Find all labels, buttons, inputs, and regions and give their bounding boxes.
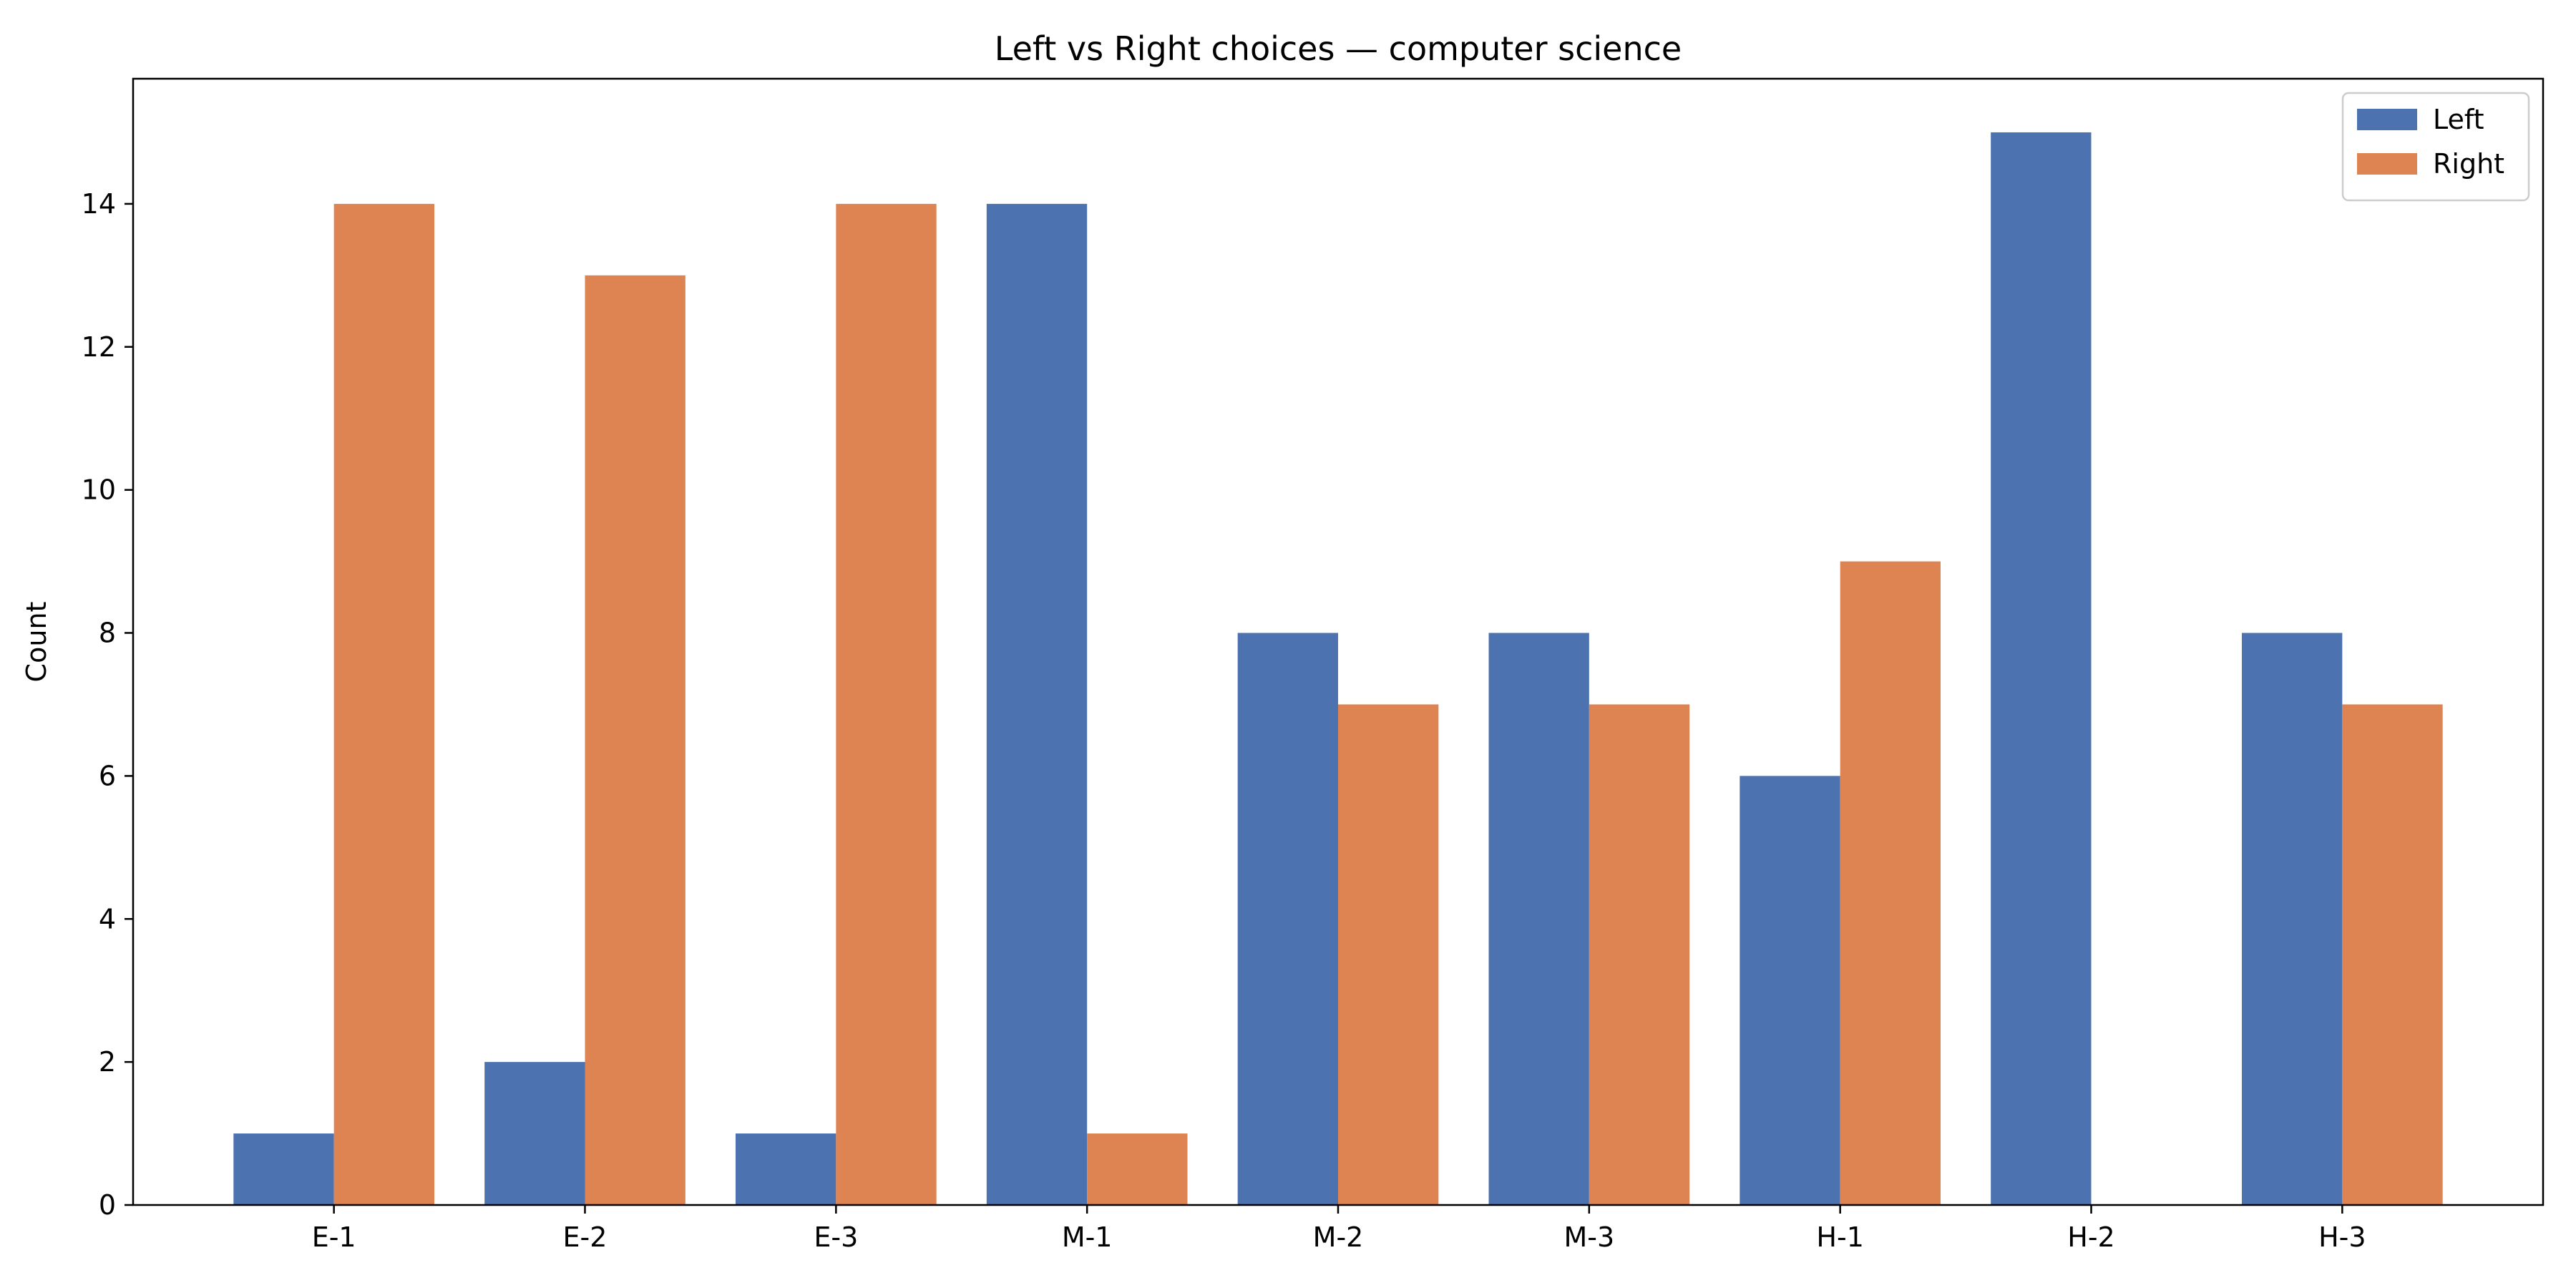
x-tick-label: H-1: [1816, 1221, 1863, 1253]
x-tick-label: H-2: [2067, 1221, 2114, 1253]
y-tick-label: 8: [99, 618, 116, 649]
bar-left-h-1: [1740, 776, 1840, 1205]
bar-left-h-3: [2242, 633, 2343, 1205]
x-tick-label: E-2: [563, 1221, 608, 1253]
bar-left-h-2: [1991, 132, 2092, 1205]
legend-swatch-right: [2357, 153, 2417, 175]
bars-layer: [233, 132, 2443, 1205]
x-tick-label: H-3: [2318, 1221, 2366, 1253]
axis-layer: 0 2 4 6 8 10 12 14 E-1 E-2 E-3 M-1 M-2 M-3 H-1 H-2 H-3: [82, 188, 2366, 1253]
bar-right-m-1: [1087, 1133, 1188, 1205]
legend-label-left: Left: [2433, 104, 2484, 135]
legend-swatch-left: [2357, 109, 2417, 130]
bar-left-e-1: [233, 1133, 334, 1205]
bar-right-m-2: [1338, 704, 1439, 1205]
bar-left-m-1: [986, 203, 1088, 1205]
legend: Left Right: [2341, 92, 2530, 202]
legend-label-right: Right: [2433, 148, 2504, 180]
y-tick-label: 12: [82, 331, 116, 363]
bar-left-m-2: [1237, 633, 1338, 1205]
x-tick-label: M-1: [1062, 1221, 1113, 1253]
bar-left-e-2: [484, 1062, 585, 1205]
bar-right-h-3: [2342, 704, 2443, 1205]
x-tick-label: E-3: [814, 1221, 858, 1253]
bar-right-m-3: [1589, 704, 1690, 1205]
x-tick-label: M-2: [1313, 1221, 1364, 1253]
y-tick-label: 14: [82, 188, 116, 220]
y-tick-label: 4: [99, 903, 116, 935]
y-tick-label: 10: [82, 474, 116, 506]
y-tick-label: 6: [99, 760, 116, 791]
bar-right-h-1: [1840, 561, 1941, 1205]
y-tick-label: 2: [99, 1046, 116, 1078]
chart-title: Left vs Right choices — computer science: [995, 29, 1682, 68]
x-tick-label: M-3: [1563, 1221, 1614, 1253]
bar-right-e-3: [836, 203, 937, 1205]
x-tick-label: E-1: [312, 1221, 356, 1253]
bar-left-e-3: [736, 1133, 836, 1205]
bar-right-e-2: [585, 275, 686, 1205]
y-tick-label: 0: [99, 1189, 116, 1221]
y-axis-title: Count: [21, 602, 52, 683]
bar-left-m-3: [1488, 633, 1589, 1205]
bar-right-e-1: [333, 203, 434, 1205]
